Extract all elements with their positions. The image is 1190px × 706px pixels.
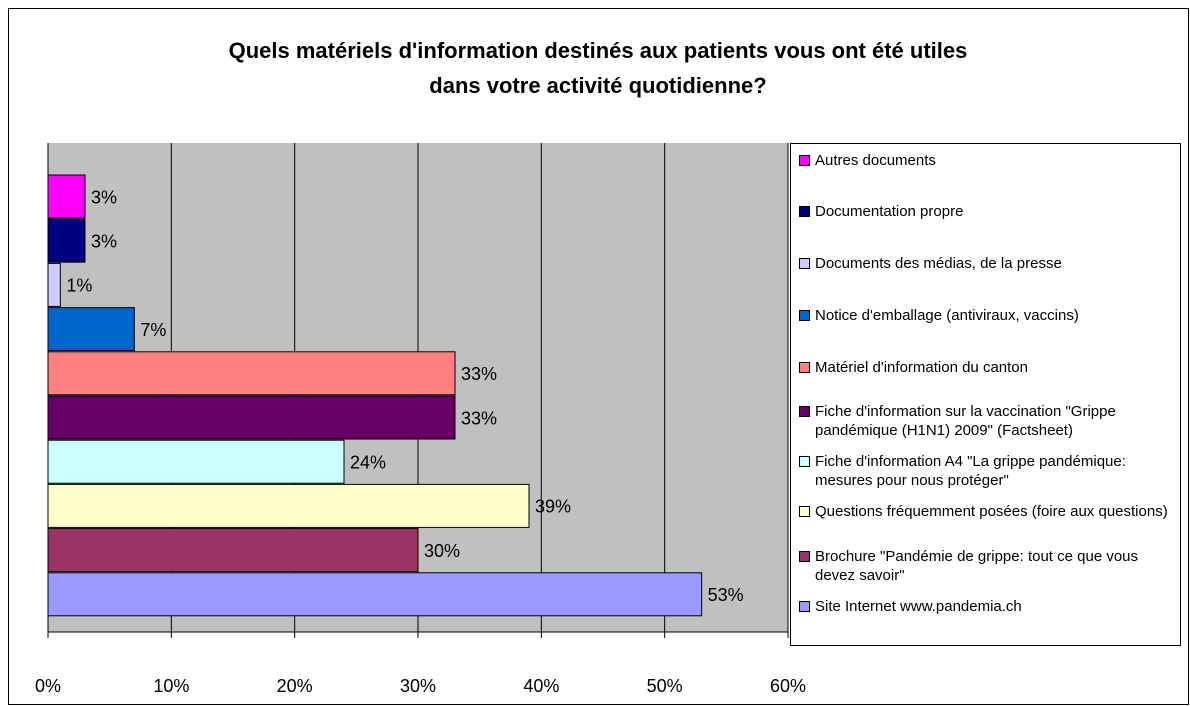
legend-label: Questions fréquemment posées (foire aux … — [815, 503, 1168, 520]
x-tick-label: 50% — [647, 676, 683, 696]
bar — [47, 572, 703, 617]
chart-title: Quels matériels d'information destinés a… — [229, 38, 968, 63]
legend-swatch — [799, 310, 810, 321]
legend-swatch — [799, 456, 810, 467]
legend-label: Brochure "Pandémie de grippe: tout ce qu… — [815, 548, 1139, 584]
legend-label: Fiche d'information A4 "La grippe pandém… — [815, 453, 1126, 489]
legend-swatch — [799, 551, 810, 562]
legend-box — [790, 143, 1181, 646]
x-tick-label: 10% — [153, 676, 189, 696]
bar — [47, 262, 61, 307]
legend-label: Documents des médias, de la presse — [815, 255, 1062, 272]
bar — [47, 528, 419, 573]
legend-swatch — [799, 155, 810, 166]
value-label: 3% — [91, 187, 117, 207]
value-label: 33% — [461, 408, 497, 428]
legend-label: Matériel d'information du canton — [815, 359, 1028, 376]
value-label: 53% — [708, 585, 744, 605]
bar — [47, 483, 530, 528]
legend-swatch — [799, 601, 810, 612]
bar — [47, 218, 86, 263]
legend-swatch — [799, 206, 810, 217]
value-label: 24% — [350, 452, 386, 472]
value-label: 3% — [91, 231, 117, 251]
legend-swatch — [799, 406, 810, 417]
value-label: 7% — [140, 320, 166, 340]
bar — [47, 395, 456, 440]
value-label: 1% — [66, 276, 92, 296]
legend-label: Site Internet www.pandemia.ch — [815, 598, 1022, 615]
x-tick-label: 30% — [400, 676, 436, 696]
x-tick-label: 40% — [523, 676, 559, 696]
legend-swatch — [799, 362, 810, 373]
x-tick-label: 20% — [277, 676, 313, 696]
legend-swatch — [799, 258, 810, 269]
x-tick-label: 0% — [35, 676, 61, 696]
legend-label: Autres documents — [815, 152, 936, 169]
x-tick-label: 60% — [770, 676, 806, 696]
legend-label: Documentation propre — [815, 203, 964, 220]
bar — [47, 174, 86, 219]
legend-swatch — [799, 506, 810, 517]
legend-label: Fiche d'information sur la vaccination "… — [815, 403, 1116, 439]
bar — [47, 439, 345, 484]
value-label: 33% — [461, 364, 497, 384]
bar — [47, 351, 456, 396]
value-label: 39% — [535, 497, 571, 517]
chart-title: dans votre activité quotidienne? — [429, 73, 766, 98]
bar — [47, 307, 135, 352]
value-label: 30% — [424, 541, 460, 561]
legend-label: Notice d'emballage (antiviraux, vaccins) — [815, 307, 1079, 324]
